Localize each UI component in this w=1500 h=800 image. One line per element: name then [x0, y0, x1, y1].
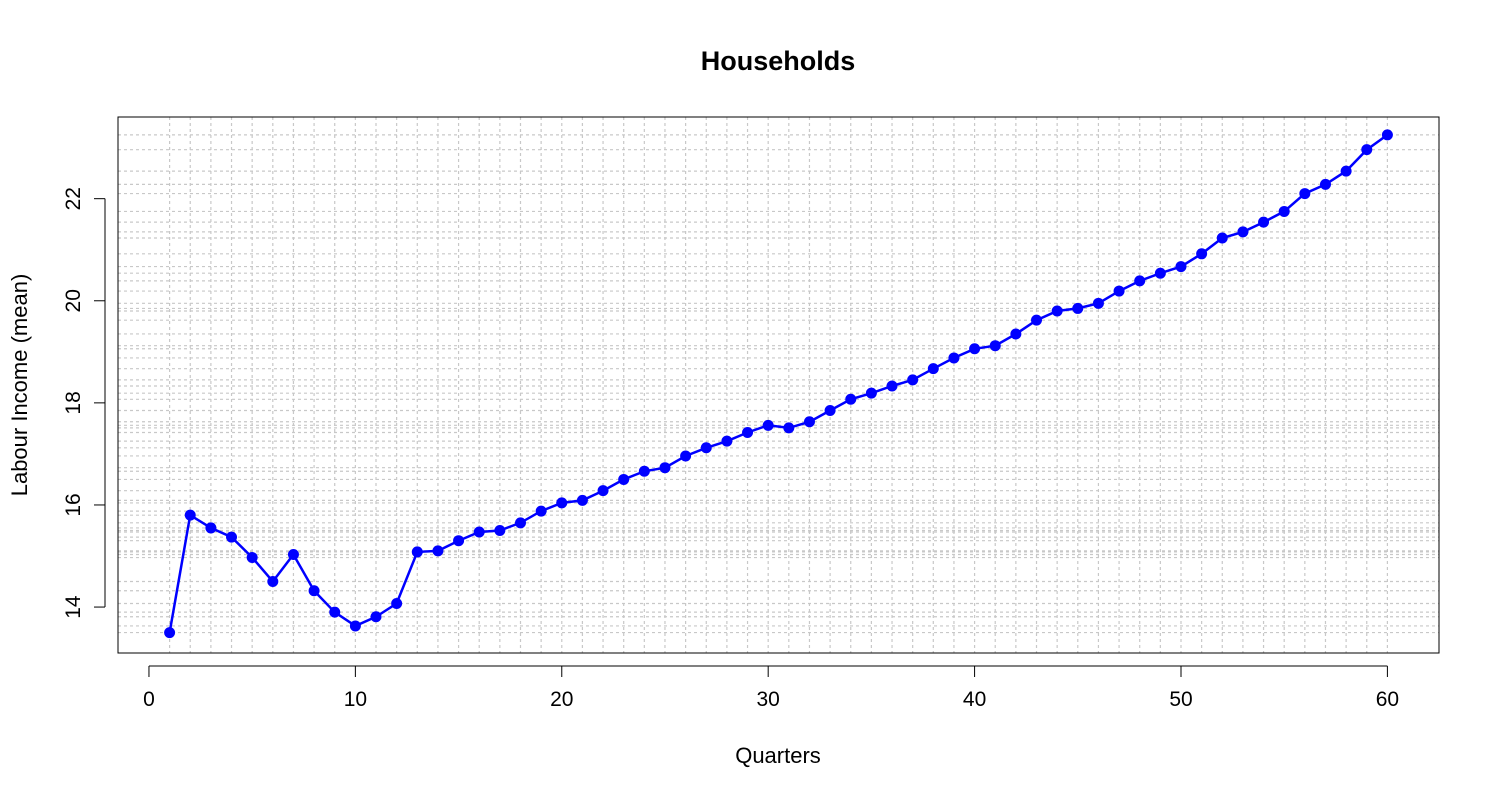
data-point	[308, 585, 320, 597]
data-point	[453, 535, 465, 547]
data-point	[349, 620, 361, 632]
data-point	[1113, 285, 1125, 297]
data-point	[845, 393, 857, 405]
data-point	[762, 419, 774, 431]
data-point	[473, 526, 485, 538]
data-point	[205, 522, 217, 534]
data-point	[246, 552, 258, 564]
data-point	[886, 380, 898, 392]
data-point	[391, 597, 403, 609]
data-point	[638, 465, 650, 477]
data-point	[969, 343, 981, 355]
y-axis-label: Labour Income (mean)	[7, 274, 32, 497]
grid-lines	[118, 117, 1439, 653]
data-point	[287, 548, 299, 560]
data-point	[618, 473, 630, 485]
data-point	[1299, 188, 1311, 200]
data-point	[267, 576, 279, 588]
plot-frame	[117, 116, 1440, 654]
data-point	[927, 363, 939, 375]
data-point	[164, 627, 176, 639]
data-point	[989, 340, 1001, 352]
y-tick-label: 20	[62, 289, 85, 312]
data-point	[535, 505, 547, 517]
data-point	[1258, 216, 1270, 228]
y-tick-label: 14	[62, 595, 85, 619]
x-tick-label: 20	[550, 688, 573, 711]
data-point	[1031, 314, 1043, 326]
data-point	[742, 426, 754, 438]
data-point	[865, 387, 877, 399]
x-axis: 0 10 20 30 40 50 60	[143, 665, 1399, 711]
y-tick-label: 16	[62, 493, 85, 516]
data-point	[556, 497, 568, 509]
data-point	[1010, 328, 1022, 340]
data-point	[1154, 267, 1166, 279]
series-layer	[164, 129, 1393, 639]
data-point	[1196, 248, 1208, 260]
data-point	[370, 611, 382, 623]
data-point	[680, 450, 692, 462]
data-point	[1381, 129, 1393, 141]
data-point	[1319, 178, 1331, 190]
chart-title: Households	[701, 46, 856, 76]
data-point	[1175, 261, 1187, 273]
data-point	[803, 416, 815, 428]
x-tick-label: 10	[344, 688, 367, 711]
x-tick-label: 0	[143, 688, 155, 711]
data-point	[1216, 232, 1228, 244]
x-tick-label: 60	[1376, 688, 1399, 711]
data-point	[597, 485, 609, 497]
data-point	[226, 531, 238, 543]
data-point	[576, 494, 588, 506]
data-point	[329, 606, 341, 618]
data-point	[1092, 297, 1104, 309]
data-point	[1237, 226, 1249, 238]
data-point	[1051, 305, 1063, 317]
data-point	[432, 545, 444, 557]
y-tick-label: 22	[62, 187, 85, 210]
data-point	[948, 352, 960, 364]
data-point	[1072, 302, 1084, 314]
data-point	[824, 405, 836, 417]
x-tick-label: 50	[1169, 688, 1192, 711]
data-point	[184, 509, 196, 521]
data-point	[1278, 205, 1290, 217]
data-point	[783, 422, 795, 434]
x-tick-label: 30	[757, 688, 780, 711]
data-point	[494, 524, 506, 536]
x-axis-label: Quarters	[735, 743, 821, 768]
data-point	[907, 374, 919, 386]
y-axis: 14 16 18 20 22	[62, 187, 106, 619]
x-tick-label: 40	[963, 688, 986, 711]
data-point	[1340, 165, 1352, 177]
data-point	[411, 546, 423, 558]
data-point	[721, 435, 733, 447]
y-tick-label: 18	[62, 391, 85, 414]
data-point	[659, 462, 671, 474]
data-point	[1361, 144, 1373, 156]
data-point	[514, 517, 526, 529]
data-point	[1134, 275, 1146, 287]
data-point	[700, 442, 712, 454]
